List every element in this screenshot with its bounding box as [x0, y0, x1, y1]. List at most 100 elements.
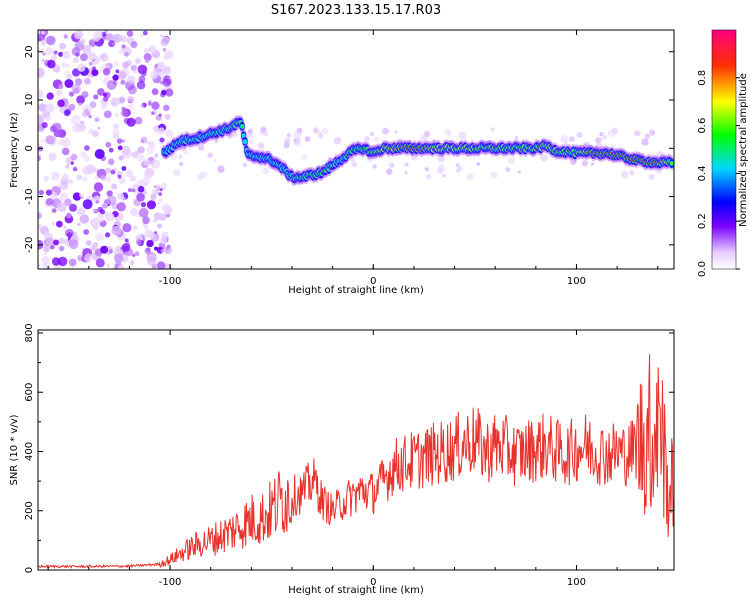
- noise-blob: [432, 139, 436, 143]
- noise-blob: [63, 225, 67, 229]
- noise-blob: [153, 185, 157, 189]
- noise-blob: [108, 147, 114, 153]
- noise-blob: [144, 224, 148, 227]
- noise-blob: [93, 182, 104, 192]
- noise-blob: [169, 152, 178, 161]
- noise-blob: [68, 239, 79, 250]
- noise-blob: [60, 137, 71, 147]
- noise-blob: [312, 126, 319, 133]
- noise-blob: [112, 123, 120, 130]
- snr-x-ticks: -100 0 100: [47, 330, 659, 588]
- noise-blob: [146, 200, 156, 210]
- noise-blob: [137, 185, 145, 193]
- colorbar-tick-label: 0.4: [697, 165, 708, 181]
- noise-blob: [143, 53, 152, 62]
- y-tick-label: 10: [24, 94, 35, 107]
- noise-blob: [50, 244, 55, 250]
- noise-blob: [51, 222, 56, 226]
- noise-blob: [57, 202, 67, 212]
- noise-blob: [69, 203, 77, 212]
- noise-blob: [63, 34, 68, 39]
- spectrogram-x-axis-label: Height of straight line (km): [288, 285, 424, 296]
- y-tick-label: 200: [24, 501, 35, 520]
- noise-blob: [81, 91, 89, 99]
- noise-blob: [466, 173, 474, 181]
- noise-blob: [301, 154, 308, 161]
- noise-blob: [70, 114, 81, 125]
- noise-blob: [444, 128, 451, 135]
- noise-blob: [207, 152, 213, 159]
- noise-blob: [404, 162, 409, 167]
- noise-blob: [106, 264, 110, 268]
- noise-blob: [40, 139, 45, 144]
- noise-blob: [83, 155, 91, 163]
- noise-blob: [102, 68, 111, 76]
- noise-blob: [233, 132, 238, 137]
- noise-blob: [505, 167, 511, 173]
- noise-blob: [97, 206, 104, 213]
- noise-blob: [130, 64, 137, 71]
- noise-blob: [178, 161, 184, 167]
- noise-blob: [146, 239, 154, 248]
- noise-blob: [156, 261, 166, 269]
- noise-blob: [507, 156, 516, 165]
- noise-blob: [148, 141, 156, 148]
- noise-blob: [108, 40, 115, 48]
- noise-blob: [138, 75, 146, 83]
- noise-blob: [146, 146, 155, 155]
- noise-blob: [62, 173, 69, 180]
- noise-blob: [147, 101, 152, 106]
- noise-blob: [351, 161, 358, 167]
- noise-blob: [514, 136, 519, 140]
- noise-blob: [141, 176, 151, 186]
- noise-blob: [158, 113, 162, 117]
- noise-blob: [72, 166, 78, 172]
- noise-blob: [333, 136, 342, 145]
- noise-blob: [121, 243, 131, 252]
- noise-blob: [118, 177, 126, 185]
- noise-blob: [164, 113, 171, 120]
- noise-blob: [145, 38, 149, 42]
- noise-blob: [242, 162, 247, 167]
- noise-blob: [45, 103, 55, 113]
- noise-blob: [77, 222, 81, 227]
- noise-blob: [148, 45, 157, 53]
- noise-blob: [50, 171, 60, 181]
- noise-blob: [43, 175, 49, 181]
- noise-blob: [132, 253, 136, 257]
- noise-blob: [111, 183, 118, 190]
- noise-blob: [118, 97, 125, 104]
- noise-blob: [122, 223, 132, 233]
- noise-blob: [420, 134, 428, 143]
- noise-blob: [366, 156, 373, 163]
- noise-blob: [437, 167, 444, 175]
- noise-blob: [43, 245, 51, 253]
- noise-blob: [138, 207, 149, 218]
- noise-blob: [56, 220, 63, 228]
- noise-blob: [93, 195, 101, 204]
- spectrogram-y-ticks: -20 -10 0 10 20: [24, 45, 674, 253]
- spectrogram-frame: [37, 29, 675, 270]
- colorbar-gradient: [711, 29, 737, 270]
- noise-blob: [173, 168, 181, 177]
- noise-blob: [58, 84, 64, 90]
- snr-y-axis-label: SNR (10 * v/v): [9, 414, 20, 485]
- noise-blob: [214, 139, 219, 143]
- noise-blob: [156, 183, 161, 188]
- noise-blob: [109, 249, 113, 254]
- noise-blob: [136, 193, 145, 202]
- noise-blob: [47, 135, 57, 145]
- noise-blob: [38, 146, 43, 152]
- noise-blob: [599, 132, 604, 137]
- noise-blob: [143, 47, 150, 54]
- noise-blob: [159, 137, 165, 143]
- noise-blob: [135, 239, 142, 245]
- noise-blob: [77, 63, 86, 72]
- noise-blob: [148, 231, 155, 239]
- noise-blob: [95, 258, 105, 268]
- noise-blob: [154, 153, 159, 158]
- noise-blob: [156, 186, 161, 191]
- colorbar-tick-label: 0.6: [697, 118, 708, 134]
- noise-blob: [476, 162, 481, 166]
